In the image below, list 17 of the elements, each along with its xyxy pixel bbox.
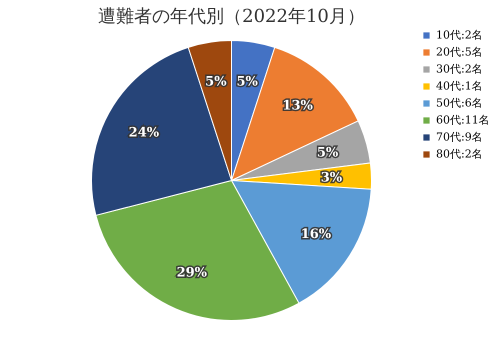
- data-label: 5%: [236, 74, 258, 90]
- data-label: 16%: [300, 227, 332, 242]
- data-label: 3%: [320, 170, 343, 186]
- legend-label: 70代:9名: [436, 130, 483, 144]
- data-label: 13%: [282, 98, 314, 114]
- legend-label: 80代:2名: [436, 148, 483, 160]
- data-label: 5%: [205, 74, 228, 90]
- data-label: 24%: [128, 125, 160, 140]
- legend-label: 30代:2名: [436, 62, 483, 76]
- legend-label: 10代:2名: [436, 28, 483, 42]
- chart-title: 遭難者の年代別（2022年10月）: [98, 6, 365, 27]
- legend-label: 40代:1名: [436, 80, 483, 92]
- legend-label: 20代:5名: [436, 46, 483, 58]
- data-label: 5%: [316, 146, 339, 161]
- legend-label: 60代:11名: [436, 114, 490, 126]
- data-label: 29%: [176, 265, 208, 280]
- legend-label: 50代:6名: [436, 96, 483, 110]
